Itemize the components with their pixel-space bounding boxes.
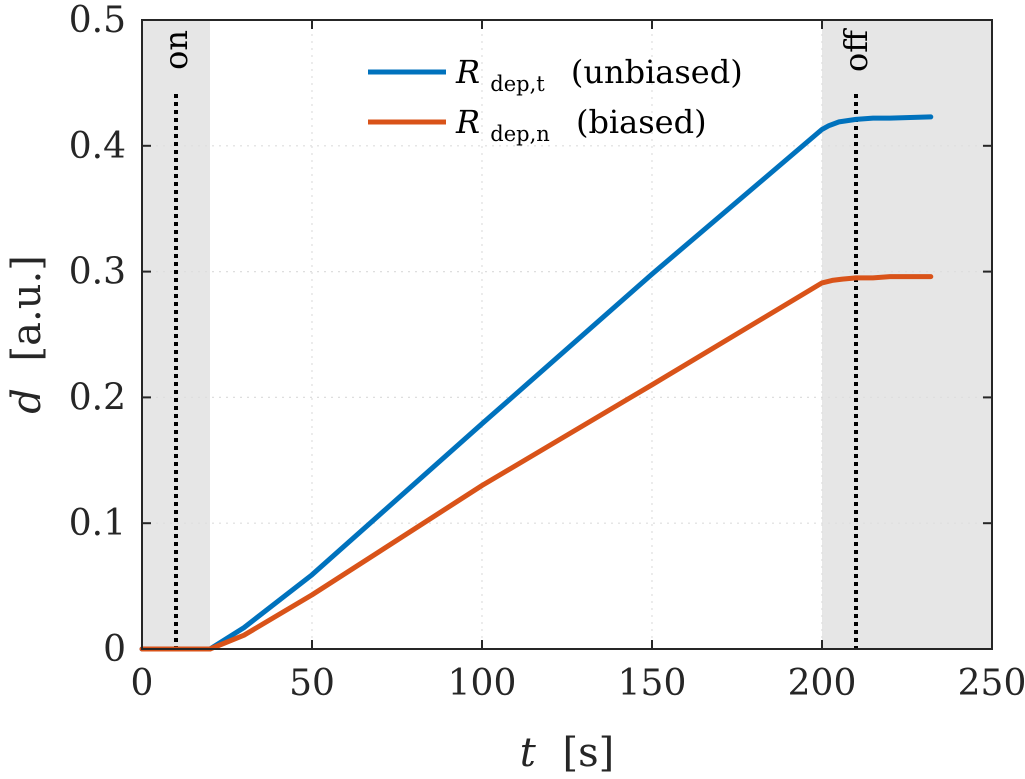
x-tick-label-3: 150 <box>618 663 687 704</box>
x-axis-unit: [s] <box>563 730 615 776</box>
legend-symbol: R <box>455 53 480 91</box>
y-tick-label-0: 0 <box>103 629 126 670</box>
y-axis-unit: [a.u.] <box>4 255 50 361</box>
plot-frame <box>141 19 993 650</box>
y-tick-label-2: 0.2 <box>69 377 126 418</box>
event-markers: on off <box>157 28 875 649</box>
x-tick-label-1: 50 <box>289 663 335 704</box>
legend-suffix: (unbiased) <box>571 53 743 91</box>
x-axis-symbol: t <box>520 730 537 776</box>
shaded-regions <box>142 20 992 649</box>
y-tick-label-3: 0.3 <box>69 252 126 293</box>
series-line-1 <box>139 274 934 652</box>
grid <box>142 20 992 649</box>
x-tick-label-0: 0 <box>131 663 154 704</box>
series-lines <box>139 114 934 652</box>
marker-label-on: on <box>157 30 195 70</box>
y-axis-label: d [a.u.] <box>4 255 50 414</box>
legend-entry-biased: R dep,n (biased) <box>455 103 707 149</box>
series-line-0 <box>139 114 934 652</box>
x-axis-label: t [s] <box>520 730 615 776</box>
y-tick-label-1: 0.1 <box>69 503 126 544</box>
legend-entry-unbiased: R dep,t (unbiased) <box>455 53 743 99</box>
x-tick-label-5: 250 <box>958 663 1025 704</box>
legend-suffix: (biased) <box>576 103 707 141</box>
legend-subscript: dep,n <box>490 122 550 146</box>
marker-label-off: off <box>837 28 875 72</box>
x-tick-label-4: 200 <box>788 663 857 704</box>
y-tick-label-5: 0.5 <box>69 0 126 41</box>
shaded-region-1 <box>822 20 992 649</box>
x-tick-label-2: 100 <box>448 663 517 704</box>
legend: R dep,t (unbiased) R dep,n (biased) <box>368 53 743 149</box>
tick-labels: 0 50 100 150 200 250 0 0.1 0.2 0.3 0.4 0.5 <box>69 0 1025 704</box>
y-axis-symbol: d <box>4 388 50 414</box>
tick-marks <box>141 19 993 650</box>
legend-subscript: dep,t <box>490 72 545 96</box>
legend-symbol: R <box>455 103 480 141</box>
y-tick-label-4: 0.4 <box>69 126 126 167</box>
